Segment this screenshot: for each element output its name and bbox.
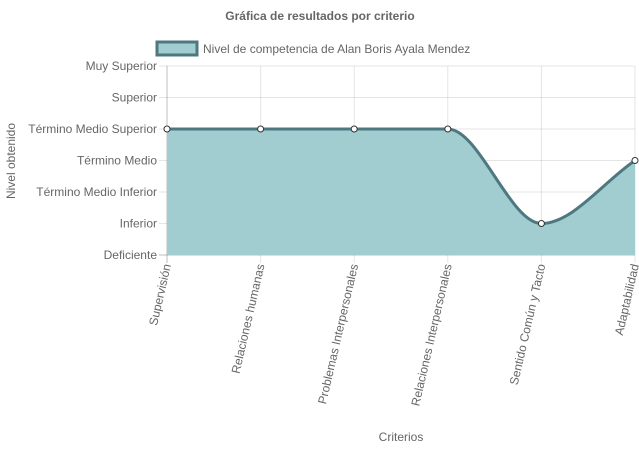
x-tick-label: Problemas Interpersonales xyxy=(315,263,361,406)
legend-swatch xyxy=(155,40,199,57)
data-point[interactable] xyxy=(350,125,358,133)
x-tick-label: Relaciones humanas xyxy=(229,263,268,375)
data-point[interactable] xyxy=(444,125,452,133)
data-point[interactable] xyxy=(163,125,171,133)
x-tick-label: Adaptabilidad xyxy=(612,263,639,337)
y-tick-label: Término Medio Superior xyxy=(28,122,157,136)
y-tick-label: Término Medio Inferior xyxy=(36,185,157,199)
legend-label: Nivel de competencia de Alan Boris Ayala… xyxy=(203,42,470,56)
legend[interactable]: Nivel de competencia de Alan Boris Ayala… xyxy=(155,40,470,57)
y-axis-title: Nivel obtenido xyxy=(4,123,18,199)
y-axis: Deficiente Inferior Término Medio Inferior… xyxy=(28,59,157,262)
data-point[interactable] xyxy=(257,125,265,133)
y-tick-label: Muy Superior xyxy=(86,59,157,73)
y-tick-label: Inferior xyxy=(120,217,157,231)
plot-area xyxy=(163,125,639,255)
x-tick-label: Supervisión xyxy=(146,263,174,327)
y-tick-label: Superior xyxy=(112,91,157,105)
series-area xyxy=(167,129,635,255)
chart-title: Gráfica de resultados por criterio xyxy=(225,9,414,23)
x-tick-label: Sentido Común y Tacto xyxy=(507,262,549,386)
x-axis-title: Criterios xyxy=(379,430,424,444)
x-axis: Supervisión Relaciones humanas Problemas I… xyxy=(146,262,639,407)
x-tick-label: Relaciones Interpersonales xyxy=(408,263,454,408)
data-point[interactable] xyxy=(631,157,639,164)
y-tick-label: Deficiente xyxy=(104,248,158,262)
data-point[interactable] xyxy=(537,220,545,227)
y-tick-label: Término Medio xyxy=(77,154,157,168)
